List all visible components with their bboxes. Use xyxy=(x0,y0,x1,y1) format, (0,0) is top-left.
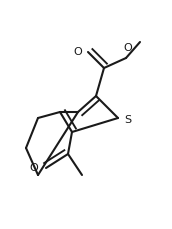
Text: O: O xyxy=(30,163,38,173)
Text: S: S xyxy=(124,115,132,125)
Text: O: O xyxy=(74,47,82,57)
Text: O: O xyxy=(124,43,132,53)
